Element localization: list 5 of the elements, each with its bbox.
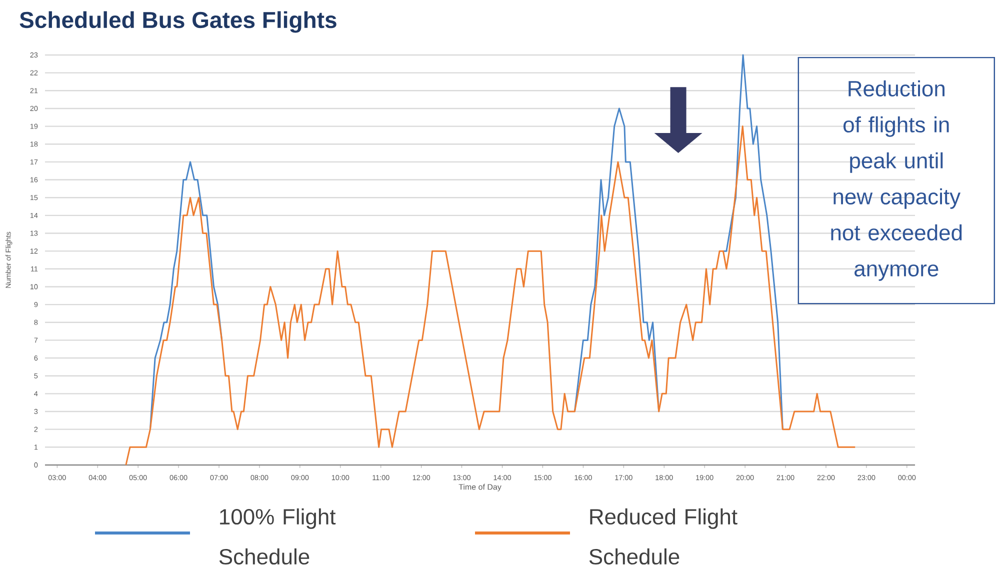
chart-title: Scheduled Bus Gates Flights <box>20 11 336 33</box>
legend-label: 100% Flight Schedule <box>219 508 336 565</box>
x-axis-title: Time of Day <box>458 484 502 492</box>
annotation: Reduction of flights in peak until new capacity not exceeded anymore <box>831 80 962 281</box>
legend-label: Reduced Flight Schedule <box>589 508 738 565</box>
